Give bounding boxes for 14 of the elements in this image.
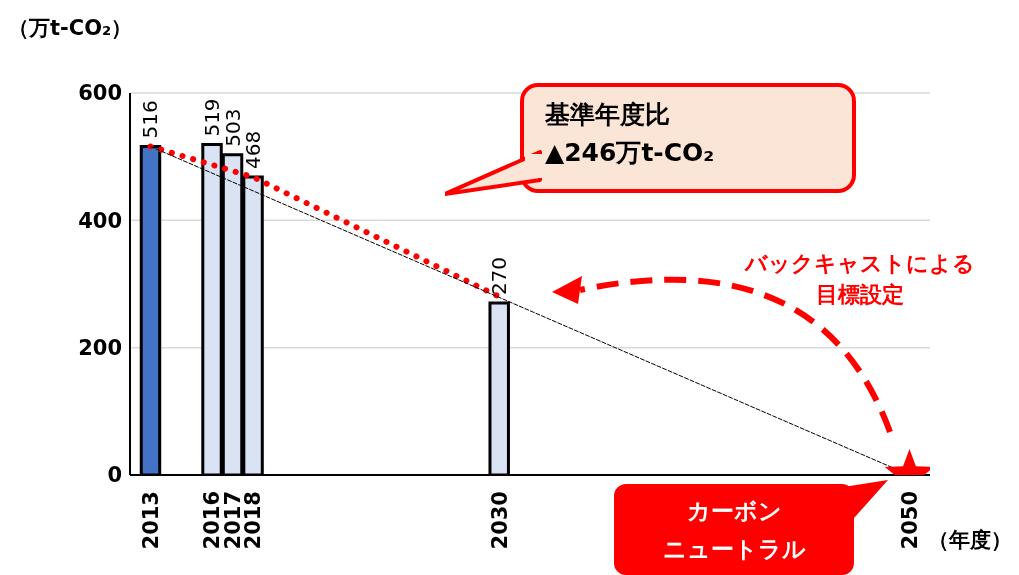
data-label: 270 [487,256,512,296]
y-tick-label: 200 [78,336,122,361]
y-tick-label: 600 [78,81,122,106]
x-tick-label: 2050 [897,491,922,550]
annotation: バックキャストによる [743,250,976,278]
y-tick-label: 0 [107,463,122,488]
x-axis-title: （年度） [928,527,1012,554]
annotation: 基準年度比 ▲246万t-CO₂ [545,99,715,169]
data-label: 516 [138,100,163,139]
annotation: 目標設定 [815,281,905,309]
y-tick-label: 400 [78,208,122,233]
y-axis-title: （万t-CO₂） [8,15,133,42]
x-tick-label: 2030 [487,491,512,550]
x-tick-label: 2013 [138,491,163,550]
